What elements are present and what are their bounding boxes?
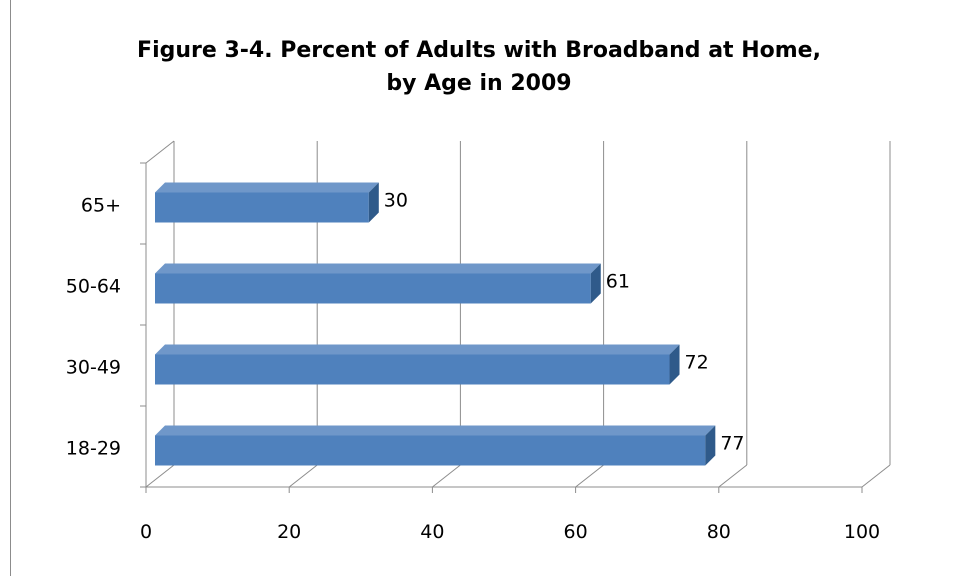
- bar-side-2: [669, 344, 680, 385]
- floor-line-0: [145, 464, 175, 488]
- data-label-2: 72: [685, 352, 709, 374]
- bar-side-3: [705, 425, 716, 466]
- data-label-0: 30: [384, 190, 408, 212]
- x-tick-label-5: 100: [844, 521, 880, 543]
- bar-top-2: [155, 344, 680, 355]
- data-label-3: 77: [720, 433, 744, 455]
- x-tick-label-4: 80: [707, 521, 731, 543]
- x-tick-label-2: 40: [420, 521, 444, 543]
- floor-line-3: [575, 464, 604, 488]
- floor-line-2: [432, 464, 461, 488]
- floor-line-4: [718, 464, 748, 488]
- category-label-2: 30-49: [66, 357, 121, 379]
- wall-top-edge: [145, 140, 175, 164]
- x-tick-label-1: 20: [277, 521, 301, 543]
- floor-line-1: [288, 464, 318, 488]
- bar-side-1: [590, 263, 601, 304]
- category-label-1: 50-64: [66, 276, 121, 298]
- data-label-1: 61: [606, 271, 630, 293]
- bar-2: [155, 354, 670, 385]
- x-tick-label-0: 0: [140, 521, 152, 543]
- chart-title-line-1: Figure 3-4. Percent of Adults with Broad…: [137, 38, 821, 63]
- category-label-0: 65+: [81, 195, 121, 217]
- category-label-3: 18-29: [66, 438, 121, 460]
- floor-line-5: [861, 464, 891, 488]
- bar-top-3: [155, 425, 716, 436]
- chart-title: Figure 3-4. Percent of Adults with Broad…: [0, 34, 958, 100]
- bar-top-1: [155, 263, 601, 274]
- bar-3: [155, 435, 706, 466]
- bar-1: [155, 273, 591, 304]
- chart-title-line-2: by Age in 2009: [386, 71, 572, 96]
- chart-frame: [10, 0, 957, 576]
- x-tick-label-3: 60: [564, 521, 588, 543]
- bar-top-0: [155, 182, 379, 193]
- bar-side-0: [368, 182, 379, 223]
- bar-0: [155, 192, 369, 223]
